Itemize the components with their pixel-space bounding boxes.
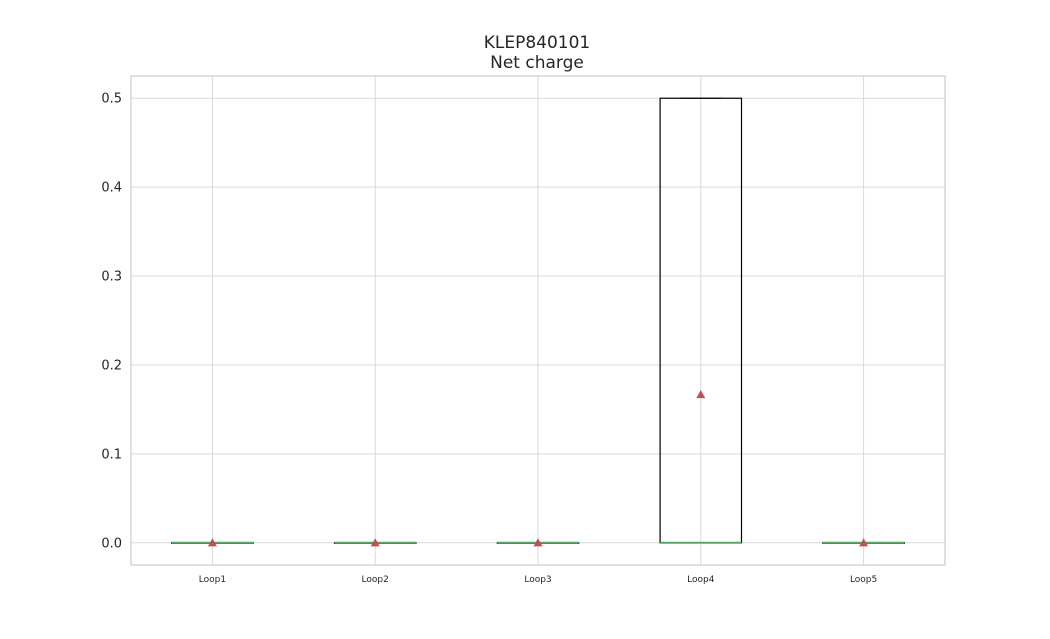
x-tick-label: Loop1 xyxy=(199,575,226,585)
mean-marker xyxy=(207,538,217,547)
y-tick-label: 0.2 xyxy=(101,358,122,373)
grid-layer xyxy=(131,76,945,565)
box-plot-loop5 xyxy=(822,538,905,547)
x-tick-label: Loop5 xyxy=(850,575,877,585)
mean-marker xyxy=(859,538,869,547)
x-tick-label: Loop2 xyxy=(362,575,389,585)
y-tick-label: 0.4 xyxy=(101,181,122,196)
y-tick-label: 0.5 xyxy=(101,92,122,107)
box-plot-loop4 xyxy=(659,97,743,544)
chart-title: KLEP840101 xyxy=(484,33,591,53)
chart-subtitle: Net charge xyxy=(490,53,584,73)
y-tick-label: 0.0 xyxy=(101,536,122,551)
y-axis-ticks: 0.0 0.1 0.2 0.3 0.4 0.5 xyxy=(101,92,122,552)
y-tick-label: 0.3 xyxy=(101,270,122,285)
x-tick-label: Loop4 xyxy=(687,575,715,585)
mean-marker xyxy=(533,538,543,547)
mean-marker xyxy=(370,538,380,547)
y-tick-label: 0.1 xyxy=(101,447,122,462)
x-axis-ticks: Loop1 Loop2 Loop3 Loop4 Loop5 xyxy=(199,575,878,585)
x-tick-label: Loop3 xyxy=(524,575,551,585)
box-layer xyxy=(171,97,905,547)
box-plot-loop2 xyxy=(333,538,417,547)
box-plot-loop3 xyxy=(496,538,580,547)
box-plot-loop1 xyxy=(171,538,254,547)
plot-frame xyxy=(130,75,946,566)
mean-marker xyxy=(696,390,706,399)
